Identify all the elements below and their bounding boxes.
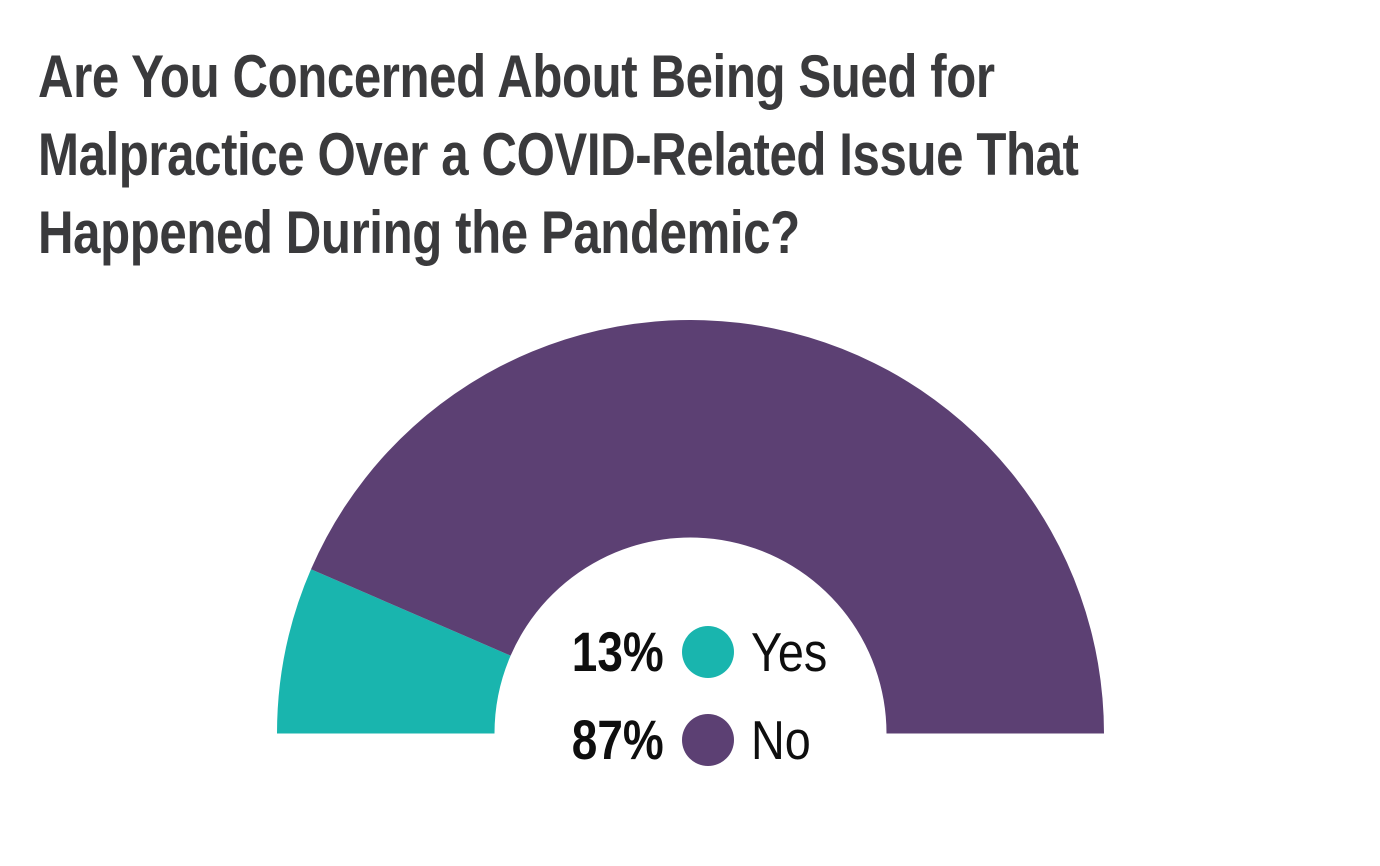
donut-segment-yes: [277, 569, 511, 734]
half-donut-chart-area: [277, 320, 1104, 734]
half-donut-chart: [277, 320, 1104, 734]
legend-swatch-no-icon: [682, 714, 734, 766]
legend-value-yes: 13%: [571, 620, 664, 683]
chart-title-line-2: Malpractice Over a COVID-Related Issue T…: [38, 121, 1079, 188]
legend-value-no: 87%: [571, 708, 664, 771]
chart-title-line-1: Are You Concerned About Being Sued for: [38, 43, 995, 110]
legend-item-yes: 13% Yes: [552, 620, 841, 683]
legend-swatch-yes-icon: [682, 626, 734, 678]
legend-label-yes: Yes: [751, 621, 828, 683]
legend-label-no: No: [751, 709, 811, 771]
chart-title: Are You Concerned About Being Sued for M…: [38, 38, 1079, 272]
legend-item-no: 87% No: [552, 708, 821, 771]
chart-title-line-3: Happened During the Pandemic?: [38, 199, 800, 266]
donut-segment-no: [311, 320, 1104, 734]
